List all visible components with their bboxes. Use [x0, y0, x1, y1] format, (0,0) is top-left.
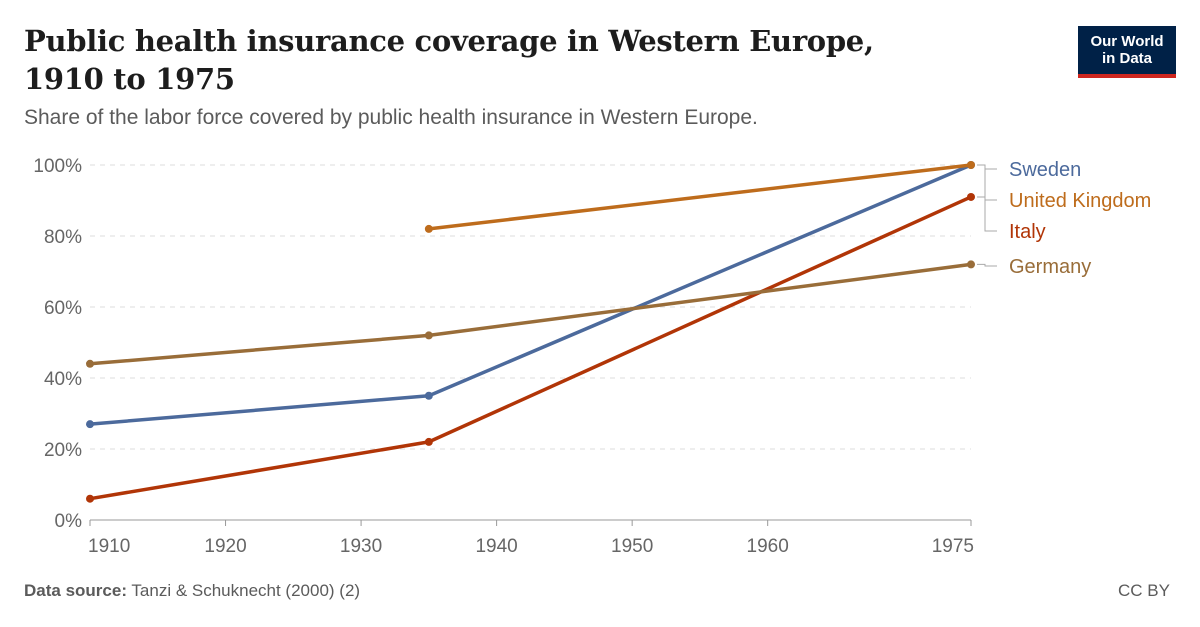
- chart-title: Public health insurance coverage in West…: [24, 24, 874, 96]
- x-tick-label: 1950: [611, 536, 653, 557]
- leader-line-sweden: [977, 164, 997, 170]
- y-tick-label: 20%: [44, 440, 82, 461]
- data-point-italy: [424, 437, 433, 446]
- x-tick-label: 1975: [932, 536, 974, 557]
- series-labels: Sweden United Kingdom Italy Germany: [977, 159, 1151, 278]
- data-point-united-kingdom: [967, 161, 975, 169]
- data-point-italy: [967, 192, 975, 201]
- data-point-germany: [967, 260, 975, 269]
- data-point-germany: [424, 331, 433, 340]
- chart-subtitle: Share of the labor force covered by publ…: [24, 106, 758, 129]
- data-point-sweden: [86, 420, 94, 429]
- x-tick-label: 1910: [88, 536, 130, 557]
- leader-line-germany: [977, 263, 997, 267]
- y-tick-label: 40%: [44, 369, 82, 390]
- data-source-label: Data source:: [24, 581, 127, 600]
- data-point-united-kingdom: [424, 224, 433, 233]
- license-label[interactable]: CC BY: [1118, 581, 1170, 600]
- series-line-united-kingdom: [427, 163, 973, 231]
- data-point-sweden: [424, 391, 433, 400]
- series-label-italy: Italy: [1009, 221, 1046, 243]
- x-tick-label: 1960: [747, 536, 789, 557]
- series-line-italy: [88, 195, 973, 501]
- axes: 0% 20% 40% 60% 80% 100% 1910 1920 1930 1940 1950 19…: [33, 156, 974, 557]
- x-tick-label: 1940: [475, 536, 517, 557]
- y-tick-label: 0%: [55, 511, 83, 532]
- series-lines: [86, 161, 975, 503]
- leader-line-italy: [977, 196, 997, 232]
- grid-lines: [90, 164, 971, 450]
- data-point-germany: [86, 359, 94, 368]
- x-tick-label: 1930: [340, 536, 382, 557]
- x-tick-label: 1920: [204, 536, 246, 557]
- logo-line-1: Our World: [1090, 33, 1164, 50]
- logo-line-2: in Data: [1101, 50, 1152, 67]
- data-source-text[interactable]: Tanzi & Schuknecht (2000) (2): [131, 581, 361, 600]
- series-label-united-kingdom: United Kingdom: [1009, 190, 1151, 212]
- series-line-sweden: [88, 163, 973, 426]
- data-point-italy: [86, 494, 94, 503]
- leader-line-united-kingdom: [977, 164, 997, 201]
- y-tick-label: 80%: [44, 227, 82, 248]
- series-label-sweden: Sweden: [1009, 159, 1081, 181]
- series-line-germany: [88, 262, 973, 366]
- y-tick-label: 60%: [44, 298, 82, 319]
- y-tick-label: 100%: [33, 156, 82, 177]
- owid-logo[interactable]: Our World in Data: [1078, 26, 1176, 78]
- series-label-germany: Germany: [1009, 256, 1091, 278]
- data-source: Data source: Tanzi & Schuknecht (2000) (…: [24, 581, 360, 601]
